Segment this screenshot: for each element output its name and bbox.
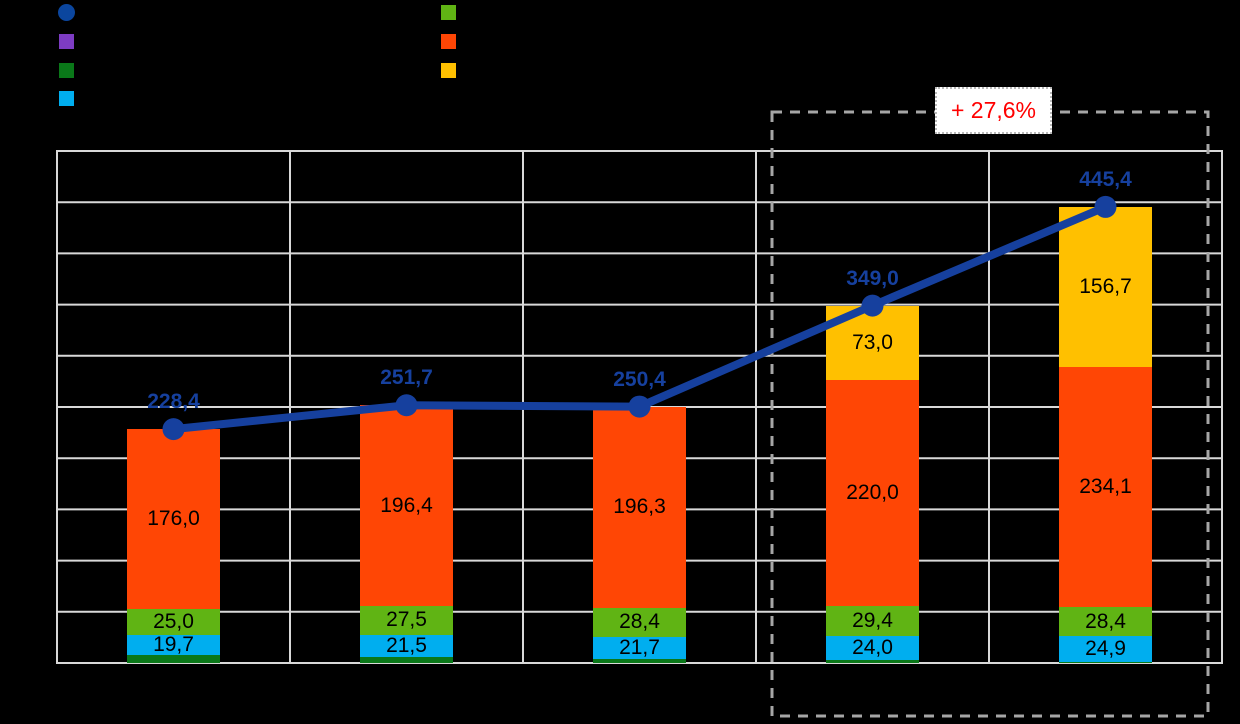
total-value-label: 251,7 (380, 366, 433, 390)
orange-series-legend-marker (441, 34, 456, 49)
growth-annotation: + 27,6% (935, 87, 1052, 134)
dark-green-segment (360, 656, 453, 663)
total-line (169, 202, 1110, 434)
total-value-label: 250,4 (613, 367, 666, 391)
orange-segment-value-label: 234,1 (1079, 475, 1132, 499)
cyan-segment-value-label: 19,7 (153, 633, 194, 657)
orange-segment (127, 429, 220, 610)
green-segment-value-label: 27,5 (386, 608, 427, 632)
cyan-segment (593, 636, 686, 659)
yellow-series-legend-marker (441, 63, 456, 78)
green-segment (593, 607, 686, 637)
cyan-segment-value-label: 24,0 (852, 636, 893, 660)
green-segment-value-label: 28,4 (619, 610, 660, 634)
cyan-segment (360, 634, 453, 657)
purple-series-legend-marker (59, 34, 74, 49)
cyan-segment (127, 634, 220, 656)
green-segment (127, 609, 220, 635)
dark-green-segment (1059, 661, 1152, 663)
yellow-segment-value-label: 73,0 (852, 331, 893, 354)
orange-segment-value-label: 220,0 (846, 481, 899, 505)
cyan-segment-value-label: 21,7 (619, 635, 660, 659)
cyan-segment-value-label: 21,5 (386, 633, 427, 657)
orange-segment (593, 406, 686, 608)
total-value-label: 228,4 (147, 390, 200, 414)
cyan-series-legend-marker (59, 91, 74, 106)
dark-green-segment (826, 660, 919, 663)
total-value-label: 349,0 (846, 266, 899, 290)
orange-segment (360, 405, 453, 607)
green-series-legend-marker (441, 5, 456, 20)
green-segment-value-label: 29,4 (852, 608, 893, 632)
orange-segment-value-label: 196,4 (380, 493, 433, 517)
yellow-segment-value-label: 156,7 (1079, 275, 1132, 299)
orange-segment-value-label: 196,3 (613, 495, 666, 519)
green-segment-value-label: 25,0 (153, 610, 194, 634)
total-line-legend-marker (58, 4, 75, 21)
total-value-label: 445,4 (1079, 167, 1132, 191)
cyan-segment-value-label: 24,9 (1085, 636, 1126, 660)
dark-green-segment (593, 658, 686, 663)
green-segment (360, 606, 453, 635)
orange-segment-value-label: 176,0 (147, 507, 200, 531)
dark-green-series-legend-marker (59, 63, 74, 78)
dark-green-segment (127, 655, 220, 663)
green-segment-value-label: 28,4 (1085, 609, 1126, 633)
